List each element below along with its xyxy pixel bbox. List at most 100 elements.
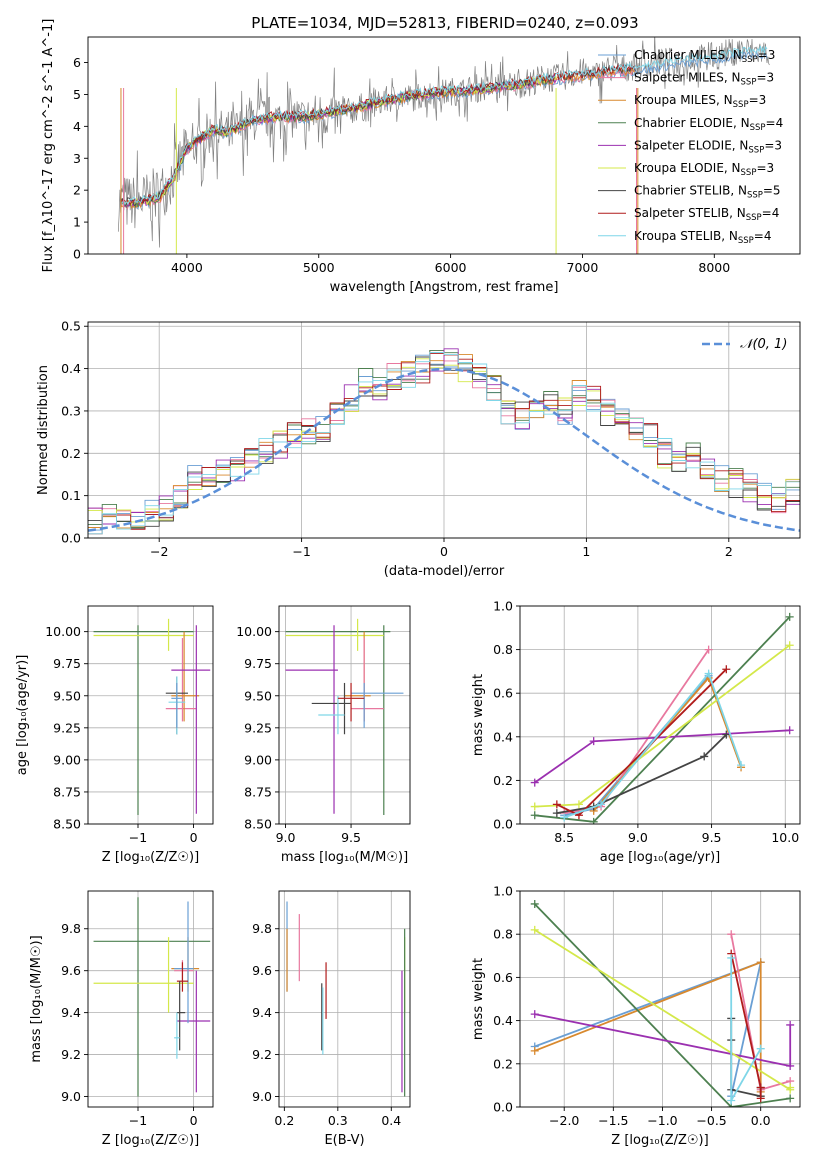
y-tick-label: 0.0 <box>493 817 513 832</box>
y-tick-label: 3 <box>73 151 81 166</box>
y-tick-label: 0.0 <box>493 1100 513 1115</box>
y-tick-label: 9.0 <box>252 1089 272 1104</box>
axes-frame <box>87 605 214 825</box>
legend-label: Salpeter MILES, NSSP=3 <box>634 71 774 88</box>
axes-frame <box>87 890 214 1108</box>
weight-series-line <box>534 644 791 808</box>
histogram-step-line <box>88 356 800 530</box>
x-tick-label: 4000 <box>171 260 203 275</box>
x-tick-label: 7000 <box>567 260 599 275</box>
y-tick-label: 0.1 <box>61 488 81 503</box>
plot-area <box>286 901 406 1097</box>
y-tick-label: 9.2 <box>61 1047 81 1062</box>
panel-age-vs-Z: −1 0 8.50 8.75 9.00 9.25 9.50 9.75 10.00 Z [log₁₀… <box>15 605 214 865</box>
weight-marker <box>589 817 598 824</box>
y-axis-label: mass weight <box>471 674 486 756</box>
weight-marker <box>597 800 606 809</box>
y-tick-label: 8.50 <box>53 817 81 832</box>
panel-massweight-vs-age: 8.5 9.0 9.5 10.0 0.0 0.2 0.4 0.6 0.8 1.0 age [log₁… <box>471 599 801 865</box>
legend-label: Chabrier ELODIE, NSSP=4 <box>634 116 783 133</box>
weight-marker <box>530 802 539 811</box>
x-tick-label: 0.0 <box>751 1113 771 1128</box>
y-tick-label: 0.6 <box>493 970 513 985</box>
x-axis-label: age [log₁₀(age/yr)] <box>600 850 721 865</box>
y-tick-label: 10.00 <box>236 624 272 639</box>
x-axis-label: wavelength [Angstrom, rest frame] <box>330 280 559 295</box>
weight-marker <box>727 930 736 939</box>
y-tick-label: 1.0 <box>493 884 513 899</box>
x-tick-label: −0.5 <box>696 1113 726 1128</box>
y-axis-label: Flux [f_λ10^-17 erg cm^-2 s^-1 A^-1] <box>41 19 56 273</box>
panel-residuals: −2 −1 0 1 2 0.0 0.1 0.2 0.3 0.4 0.5 (data-model)/er… <box>36 319 801 579</box>
y-tick-label: 8.50 <box>244 817 272 832</box>
y-tick-label: 9.00 <box>53 752 81 767</box>
weight-marker <box>722 730 731 739</box>
plot-area <box>93 897 211 1097</box>
histogram-step-line <box>88 354 800 531</box>
legend-label: Chabrier STELIB, NSSP=5 <box>634 184 781 201</box>
weight-series-line <box>534 960 762 1097</box>
y-tick-label: 9.8 <box>61 921 81 936</box>
y-tick-label: 9.2 <box>252 1047 272 1062</box>
legend-label: Kroupa STELIB, NSSP=4 <box>634 229 772 246</box>
plot-area <box>88 348 800 535</box>
y-tick-label: 0.4 <box>61 361 81 376</box>
weight-marker <box>589 737 598 746</box>
x-tick-label: 0.4 <box>381 1113 401 1128</box>
plot-area <box>117 37 770 254</box>
y-tick-label: 8.75 <box>53 784 81 799</box>
weight-marker <box>530 925 539 934</box>
weight-marker <box>552 800 561 809</box>
x-tick-label: −1 <box>292 544 310 559</box>
y-tick-label: 0.2 <box>493 773 513 788</box>
histogram-step-line <box>88 352 800 535</box>
x-axis-label: mass [log₁₀(M/M☉)] <box>281 850 408 865</box>
y-tick-label: 9.4 <box>61 1005 81 1020</box>
histogram-step-line <box>88 358 800 523</box>
panel-massweight-vs-Z: −2.0 −1.5 −1.0 −0.5 0.0 0.0 0.2 0.4 0.6 0.8 1.0 Z [… <box>471 884 801 1148</box>
x-tick-label: 0 <box>190 830 198 845</box>
x-tick-label: −1 <box>129 830 147 845</box>
weight-marker <box>727 1096 736 1105</box>
weight-series-line <box>564 675 710 817</box>
y-tick-label: 9.25 <box>53 720 81 735</box>
weight-series-line <box>534 616 791 823</box>
legend-label: Kroupa MILES, NSSP=3 <box>634 93 766 110</box>
histogram-step-line <box>88 348 800 525</box>
weight-marker <box>786 1020 795 1029</box>
axes-frame <box>519 890 801 1108</box>
axes-frame <box>278 605 411 825</box>
y-tick-label: 1.0 <box>493 599 513 614</box>
weight-marker <box>785 612 794 621</box>
x-tick-label: 8.5 <box>554 830 574 845</box>
weight-marker <box>786 1094 795 1103</box>
y-tick-label: 0.6 <box>493 686 513 701</box>
x-tick-label: 0 <box>190 1113 198 1128</box>
y-tick-label: 9.6 <box>61 963 81 978</box>
weight-series-line <box>534 960 762 1092</box>
figure-title: PLATE=1034, MJD=52813, FIBERID=0240, z=0… <box>251 14 638 32</box>
panel-mass-vs-Z: −1 0 9.0 9.2 9.4 9.6 9.8 Z [log₁₀(Z/Z☉)] mass [l… <box>29 890 214 1148</box>
axes-frame <box>87 36 801 255</box>
weight-marker <box>704 669 713 678</box>
x-tick-label: 0 <box>440 544 448 559</box>
x-tick-label: 9.5 <box>341 830 361 845</box>
weight-marker <box>574 800 583 809</box>
y-tick-label: 9.50 <box>244 688 272 703</box>
panel-spectrum: 4000 5000 6000 7000 8000 0 1 2 3 4 5 6 wavelength [A… <box>41 19 801 295</box>
x-tick-label: −2 <box>150 544 168 559</box>
y-tick-label: 9.75 <box>244 656 272 671</box>
plot-area <box>530 899 795 1107</box>
x-tick-label: 9.0 <box>628 830 648 845</box>
y-tick-label: 0.2 <box>61 446 81 461</box>
x-axis-label: (data-model)/error <box>384 564 505 579</box>
y-tick-label: 9.0 <box>61 1089 81 1104</box>
model-series-line <box>120 74 557 208</box>
y-tick-label: 9.25 <box>244 720 272 735</box>
panel-age-vs-mass: 9.0 9.5 8.50 8.75 9.00 9.25 9.50 9.75 10.00 mass … <box>236 605 411 865</box>
weight-marker <box>786 1083 795 1092</box>
y-tick-label: 0.0 <box>61 531 81 546</box>
y-tick-label: 6 <box>73 55 81 70</box>
legend-label: Chabrier MILES, NSSP=3 <box>634 48 775 65</box>
